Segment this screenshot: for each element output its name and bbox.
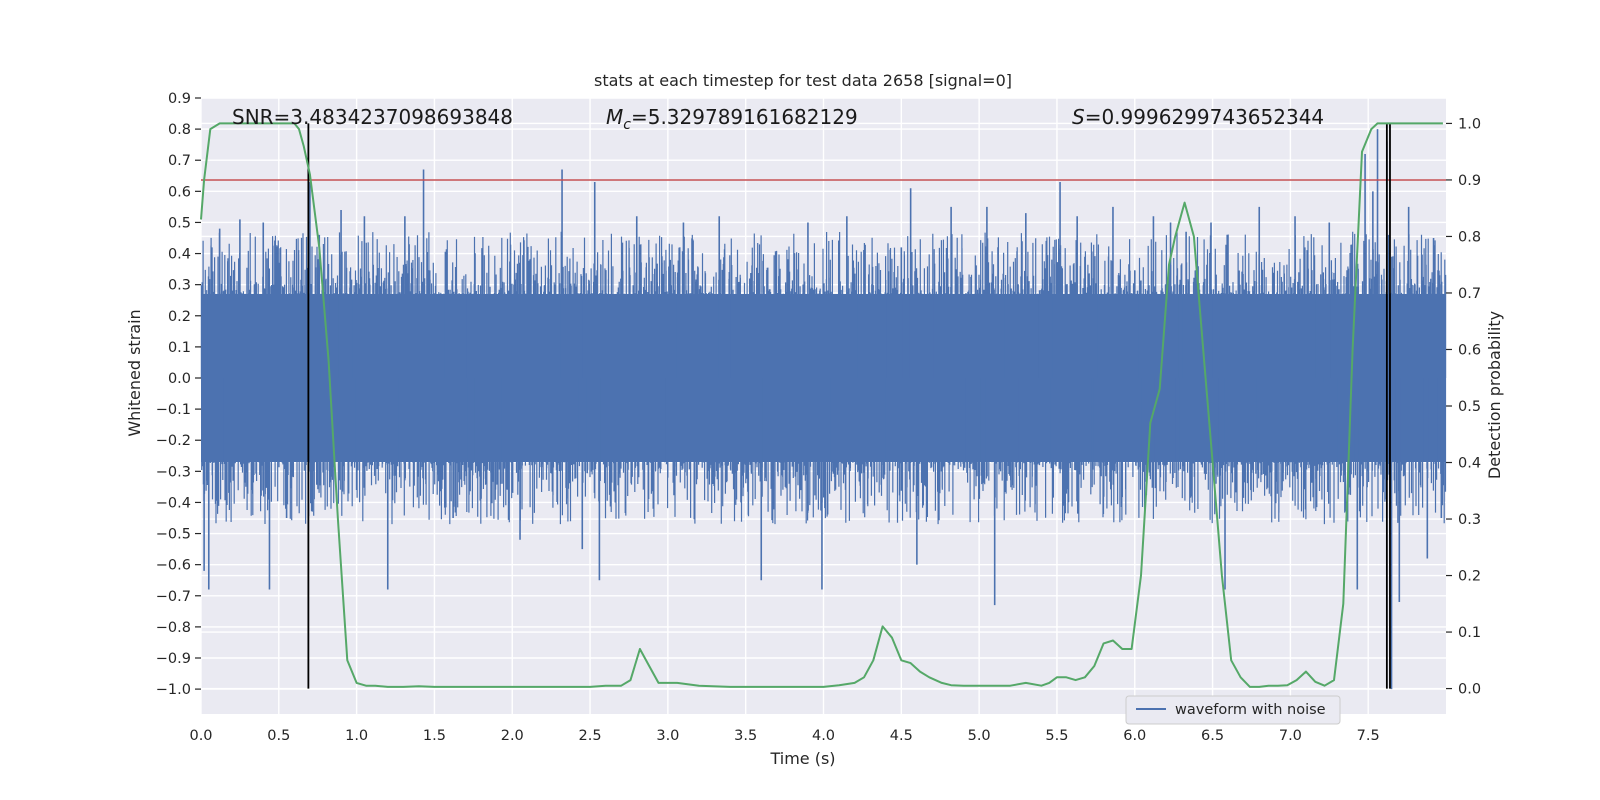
y-tick-right-label-8: 0.8 bbox=[1458, 229, 1481, 245]
y-tick-left-label-1: 0.8 bbox=[168, 122, 191, 138]
waveform-series bbox=[200, 129, 1447, 690]
y-tick-left-label-6: 0.3 bbox=[168, 278, 191, 294]
legend: waveform with noise bbox=[1125, 695, 1341, 725]
y-tick-left-label-11: −0.2 bbox=[156, 433, 191, 449]
chirp-mass-subscript: c bbox=[623, 117, 631, 133]
y-tick-right-label-10: 1.0 bbox=[1458, 116, 1481, 132]
y-tick-left-label-9: 0.0 bbox=[168, 371, 191, 387]
x-tick-label-1: 0.5 bbox=[267, 728, 290, 744]
y-tick-left-label-2: 0.7 bbox=[168, 153, 191, 169]
y-axis-right-label: Detection probability bbox=[1485, 311, 1504, 479]
x-tick-label-5: 2.5 bbox=[579, 728, 602, 744]
x-tick-label-11: 5.5 bbox=[1045, 728, 1068, 744]
y-tick-left-label-10: −0.1 bbox=[156, 402, 191, 418]
waveform-noise-trace bbox=[200, 231, 1447, 525]
legend-box bbox=[1125, 695, 1341, 725]
y-tick-left-label-7: 0.2 bbox=[168, 309, 191, 325]
y-tick-right-label-6: 0.6 bbox=[1458, 342, 1481, 358]
x-tick-label-7: 3.5 bbox=[734, 728, 757, 744]
y-tick-left-label-17: −0.8 bbox=[156, 620, 191, 636]
snr-annotation: SNR=3.4834237098693848 bbox=[232, 105, 513, 129]
x-tick-label-8: 4.0 bbox=[812, 728, 835, 744]
chirp-mass-symbol: M bbox=[606, 105, 623, 129]
x-tick-label-9: 4.5 bbox=[890, 728, 913, 744]
y-axis-right-ticks: 0.0 0.1 0.2 0.3 0.4 0.5 0.6 0.7 0.8 0.9 1.0 bbox=[1446, 116, 1481, 698]
x-tick-label-12: 6.0 bbox=[1123, 728, 1146, 744]
chirp-mass-annotation: Mc=5.329789161682129 bbox=[606, 105, 858, 133]
y-tick-left-label-15: −0.6 bbox=[156, 558, 191, 574]
y-tick-right-label-5: 0.5 bbox=[1458, 399, 1481, 415]
x-tick-label-15: 7.5 bbox=[1357, 728, 1380, 744]
y-tick-left-label-12: −0.3 bbox=[156, 464, 191, 480]
x-axis-label: Time (s) bbox=[769, 749, 835, 768]
y-tick-left-label-8: 0.1 bbox=[168, 340, 191, 356]
reference-lines bbox=[201, 123, 1446, 689]
score-symbol: S bbox=[1072, 105, 1085, 129]
x-tick-label-10: 5.0 bbox=[968, 728, 991, 744]
x-tick-label-14: 7.0 bbox=[1279, 728, 1302, 744]
y-tick-left-label-19: −1.0 bbox=[156, 682, 191, 698]
x-tick-label-2: 1.0 bbox=[345, 728, 368, 744]
x-tick-label-3: 1.5 bbox=[423, 728, 446, 744]
x-tick-label-6: 3.0 bbox=[656, 728, 679, 744]
y-tick-right-label-1: 0.1 bbox=[1458, 625, 1481, 641]
y-tick-right-label-9: 0.9 bbox=[1458, 173, 1481, 189]
score-value: =0.9996299743652344 bbox=[1085, 105, 1324, 129]
y-tick-left-label-13: −0.4 bbox=[156, 495, 191, 511]
y-tick-left-label-3: 0.6 bbox=[168, 184, 191, 200]
x-axis-ticks: 0.0 0.5 1.0 1.5 2.0 2.5 3.0 3.5 4.0 4.5 5.0 5.5 6.0 6… bbox=[189, 728, 1379, 744]
chart-title: stats at each timestep for test data 265… bbox=[594, 71, 1012, 90]
detection-probability-line bbox=[200, 122, 1443, 688]
y-axis-left-ticks: 0.9 0.8 0.7 0.6 0.5 0.4 0.3 0.2 0.1 0.0 −0.1 −0.2 −0… bbox=[156, 91, 201, 698]
y-tick-right-label-2: 0.2 bbox=[1458, 569, 1481, 585]
x-tick-label-0: 0.0 bbox=[189, 728, 212, 744]
legend-label-waveform: waveform with noise bbox=[1175, 702, 1326, 718]
y-tick-right-label-0: 0.0 bbox=[1458, 682, 1481, 698]
score-annotation: S=0.9996299743652344 bbox=[1072, 105, 1324, 129]
y-tick-right-label-7: 0.7 bbox=[1458, 286, 1481, 302]
y-tick-left-label-0: 0.9 bbox=[168, 91, 191, 107]
y-tick-left-label-5: 0.4 bbox=[168, 247, 191, 263]
x-tick-label-4: 2.0 bbox=[501, 728, 524, 744]
y-tick-right-label-4: 0.4 bbox=[1458, 456, 1481, 472]
y-tick-left-label-4: 0.5 bbox=[168, 215, 191, 231]
probability-series bbox=[200, 122, 1443, 688]
y-tick-left-label-14: −0.5 bbox=[156, 527, 191, 543]
chirp-mass-value: =5.329789161682129 bbox=[631, 105, 858, 129]
y-axis-left-label: Whitened strain bbox=[125, 309, 144, 436]
y-tick-left-label-16: −0.7 bbox=[156, 589, 191, 605]
x-tick-label-13: 6.5 bbox=[1201, 728, 1224, 744]
y-tick-left-label-18: −0.9 bbox=[156, 651, 191, 667]
y-tick-right-label-3: 0.3 bbox=[1458, 512, 1481, 528]
